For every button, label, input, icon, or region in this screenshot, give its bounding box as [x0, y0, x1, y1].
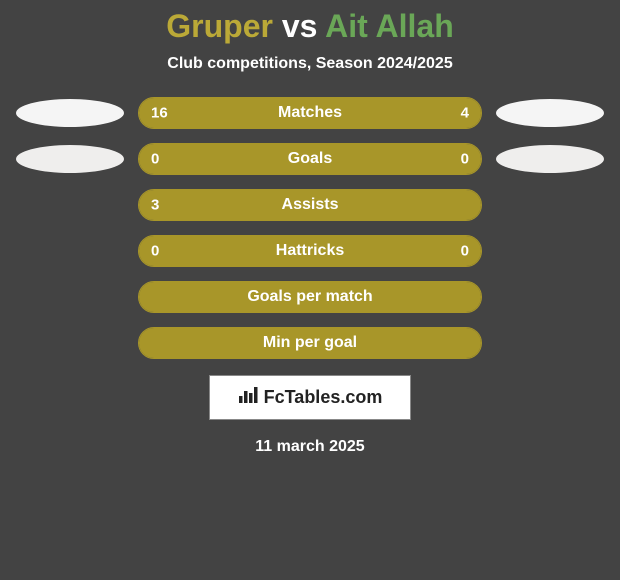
bar-fill-left: [139, 98, 413, 128]
team-2-badge: [496, 99, 604, 127]
bar-chart-icon: [238, 386, 258, 409]
stat-value-left: 3: [151, 197, 159, 214]
team-1-badge: [16, 145, 124, 173]
stat-label: Min per goal: [263, 334, 357, 352]
stat-label: Assists: [282, 196, 339, 214]
vs-separator: vs: [282, 8, 318, 44]
bar-fill-right: [413, 98, 481, 128]
stat-label: Hattricks: [276, 242, 344, 260]
stat-value-right: 0: [461, 243, 469, 260]
player-2-name: Ait Allah: [325, 8, 454, 44]
team-2-badge: [496, 145, 604, 173]
comparison-widget: Gruper vs Ait Allah Club competitions, S…: [0, 0, 620, 580]
brand-badge[interactable]: FcTables.com: [209, 375, 412, 420]
stat-value-right: 0: [461, 151, 469, 168]
brand-text: FcTables.com: [264, 387, 383, 408]
page-title: Gruper vs Ait Allah: [166, 8, 453, 45]
stat-bar: Assists 3: [138, 189, 482, 221]
bar-fill-right: [310, 144, 481, 174]
player-1-name: Gruper: [166, 8, 273, 44]
stat-bar: Min per goal: [138, 327, 482, 359]
stat-value-left: 0: [151, 243, 159, 260]
stat-value-right: 4: [461, 105, 469, 122]
team-1-badge: [16, 99, 124, 127]
stat-label: Matches: [278, 104, 342, 122]
stat-row: Goals per match: [0, 281, 620, 313]
date: 11 march 2025: [255, 438, 364, 456]
stat-value-left: 16: [151, 105, 168, 122]
stat-bar: Matches 16 4: [138, 97, 482, 129]
stat-bar: Goals 0 0: [138, 143, 482, 175]
stat-bar: Goals per match: [138, 281, 482, 313]
stats-list: Matches164Goals00Assists3Hattricks00Goal…: [0, 97, 620, 359]
stat-value-left: 0: [151, 151, 159, 168]
subtitle: Club competitions, Season 2024/2025: [167, 55, 452, 73]
stat-row: Assists 3: [0, 189, 620, 221]
bar-fill-left: [139, 144, 310, 174]
stat-label: Goals: [288, 150, 332, 168]
stat-row: Matches 16 4: [0, 97, 620, 129]
stat-row: Hattricks 0 0: [0, 235, 620, 267]
stat-row: Min per goal: [0, 327, 620, 359]
stat-row: Goals 0 0: [0, 143, 620, 175]
stat-label: Goals per match: [247, 288, 372, 306]
stat-bar: Hattricks 0 0: [138, 235, 482, 267]
